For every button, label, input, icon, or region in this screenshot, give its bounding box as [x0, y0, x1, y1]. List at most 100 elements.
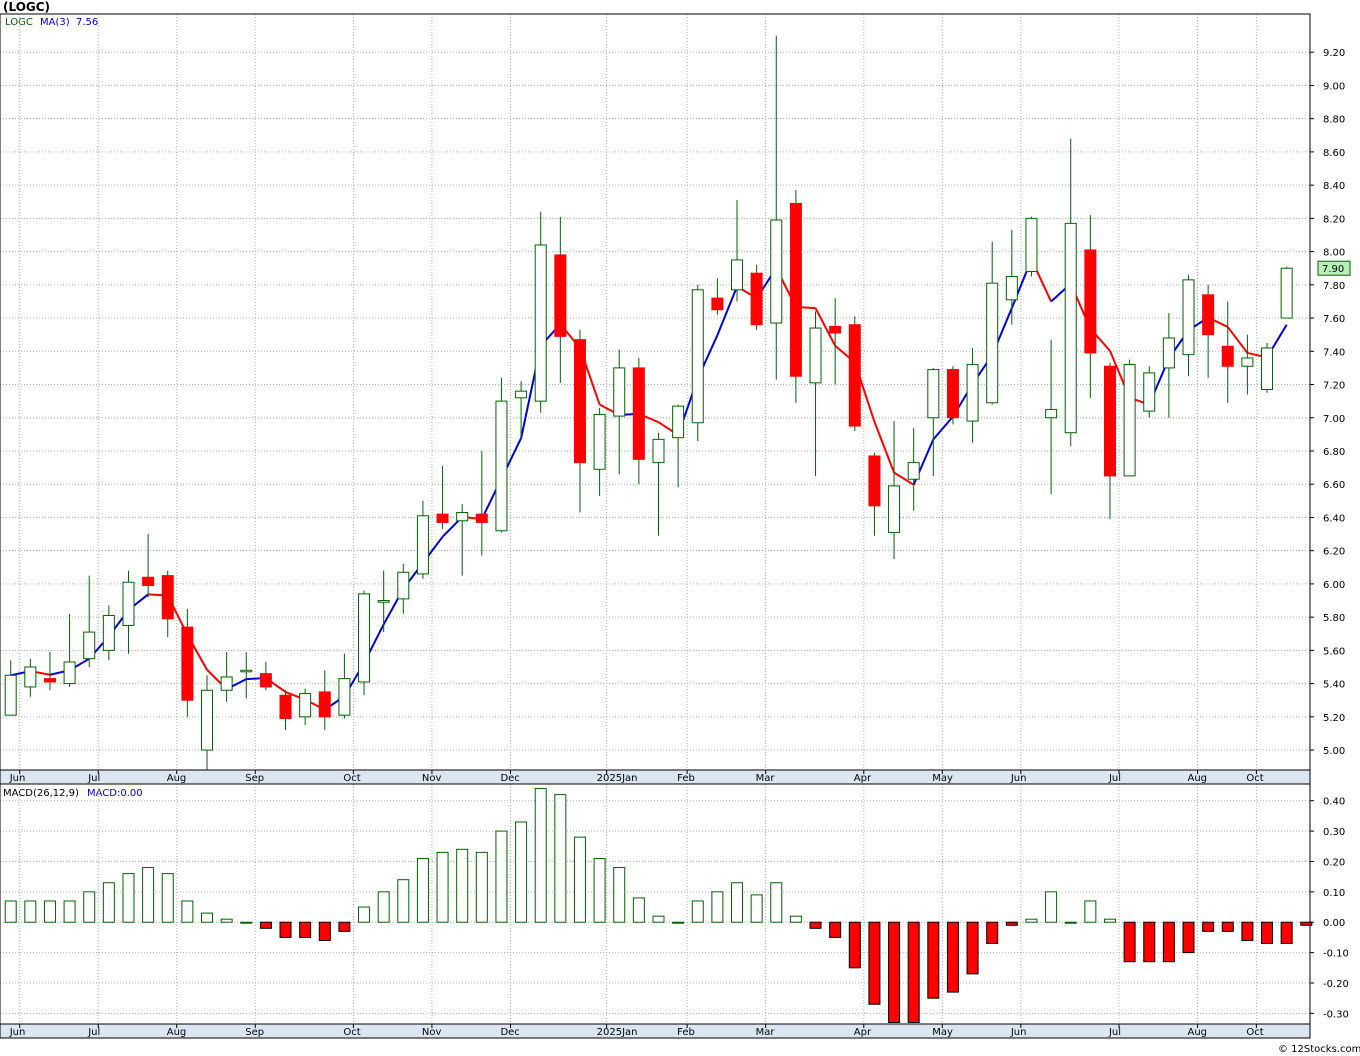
macd-bar	[43, 900, 56, 923]
month-label: May	[932, 1027, 953, 1038]
candle	[927, 367, 940, 476]
macd-tick-label: 0.30	[1323, 827, 1345, 838]
candle-body	[711, 297, 724, 311]
candle	[770, 35, 783, 380]
candle-body	[534, 244, 547, 402]
macd-bar	[1143, 921, 1156, 963]
candle-body	[63, 661, 76, 685]
macd-bar	[475, 851, 488, 923]
last-price-label: 7.90	[1322, 264, 1344, 275]
candle-body	[1143, 372, 1156, 412]
macd-bar	[515, 821, 528, 923]
month-label: Dec	[500, 773, 519, 784]
candle	[1182, 274, 1195, 377]
month-label: 2025Jan	[597, 773, 638, 784]
month-label: Sep	[245, 1027, 264, 1038]
macd-bar	[436, 851, 449, 923]
candle-body	[1045, 408, 1058, 419]
candle-body	[1162, 337, 1175, 369]
candle	[573, 329, 586, 513]
month-labels-top: Jun Jul Aug Sep Oct Nov Dec 2025Jan Feb Mar Apr May…	[9, 770, 1264, 784]
candle	[279, 690, 292, 731]
candle-body	[554, 254, 567, 337]
macd-tick-label: -0.20	[1323, 979, 1349, 990]
macd-bar	[1045, 891, 1058, 923]
macd-bar	[142, 867, 155, 923]
watermark: © 12Stocks.com	[1278, 1044, 1360, 1055]
candle-body	[966, 364, 979, 422]
candle	[102, 605, 115, 661]
month-label: Jun	[1010, 773, 1027, 784]
month-label: Jul	[1108, 773, 1121, 784]
candle-body	[1221, 345, 1234, 367]
candle	[672, 404, 685, 488]
macd-bar	[1300, 921, 1313, 926]
candle-body	[1103, 365, 1116, 477]
candle	[1221, 301, 1234, 403]
month-label: Jul	[1108, 1027, 1121, 1038]
price-tick-label: 5.60	[1323, 646, 1345, 657]
legend-ticker: LOGC	[5, 17, 33, 28]
macd-bar	[632, 897, 645, 923]
macd-bar	[318, 921, 331, 941]
month-label: Nov	[422, 773, 442, 784]
macd-bar	[927, 921, 940, 999]
month-label: Apr	[854, 773, 872, 784]
candle	[1261, 342, 1274, 393]
macd-bar	[4, 900, 17, 923]
macd-bar	[888, 921, 901, 1023]
candle	[436, 465, 449, 530]
macd-bar	[672, 921, 685, 924]
candle	[829, 298, 842, 385]
macd-bar	[1025, 918, 1038, 923]
candle-body	[1241, 357, 1254, 367]
macd-bar	[1221, 921, 1234, 932]
candle-body	[770, 219, 783, 324]
candle	[24, 658, 37, 697]
candle	[181, 608, 194, 717]
month-label: Oct	[343, 773, 360, 784]
candle	[201, 675, 213, 770]
candle	[4, 660, 17, 716]
candle-body	[102, 614, 115, 651]
candle-body	[789, 202, 802, 377]
legend-macd-label: MACD(26,12,9)	[3, 788, 79, 799]
macd-bar	[63, 900, 76, 923]
macd-bar	[338, 921, 351, 932]
candle	[83, 575, 96, 667]
macd-bar	[711, 891, 724, 923]
price-tick-label: 8.20	[1323, 214, 1345, 225]
candle-body	[358, 593, 371, 683]
macd-tick-label: -0.10	[1323, 949, 1349, 960]
month-label: Jul	[87, 1027, 100, 1038]
macd-bar	[1103, 918, 1116, 923]
price-tick-label: 6.00	[1323, 580, 1345, 591]
price-tick-label: 5.80	[1323, 613, 1345, 624]
candle-body	[907, 462, 920, 480]
macd-bar	[201, 912, 213, 923]
macd-tick-label: -0.30	[1323, 1009, 1349, 1020]
macd-bar	[868, 921, 881, 1005]
price-tick-label: 8.60	[1323, 148, 1345, 159]
candle	[377, 570, 390, 633]
macd-bar	[534, 788, 547, 923]
candle	[416, 500, 429, 579]
month-label: Mar	[756, 1027, 776, 1038]
price-axis: 5.00 5.20 5.40 5.60 5.80 6.00 6.20 6.40 6.60 6.80…	[1310, 48, 1345, 757]
month-label: Apr	[854, 1027, 872, 1038]
candle	[240, 652, 253, 699]
macd-bar	[240, 921, 253, 924]
month-label: Aug	[167, 773, 187, 784]
ma-segment	[893, 471, 915, 486]
macd-tick-label: 0.10	[1323, 888, 1345, 899]
macd-bar	[1123, 921, 1136, 963]
candle-body	[731, 259, 744, 291]
price-tick-label: 6.20	[1323, 547, 1345, 558]
price-tick-label: 5.00	[1323, 746, 1345, 757]
price-tick-label: 9.00	[1323, 81, 1345, 92]
ma-segment	[932, 415, 954, 441]
macd-bar	[731, 882, 744, 923]
candle	[632, 357, 645, 485]
month-label: Aug	[167, 1027, 187, 1038]
macd-tick-label: 0.00	[1323, 918, 1345, 929]
